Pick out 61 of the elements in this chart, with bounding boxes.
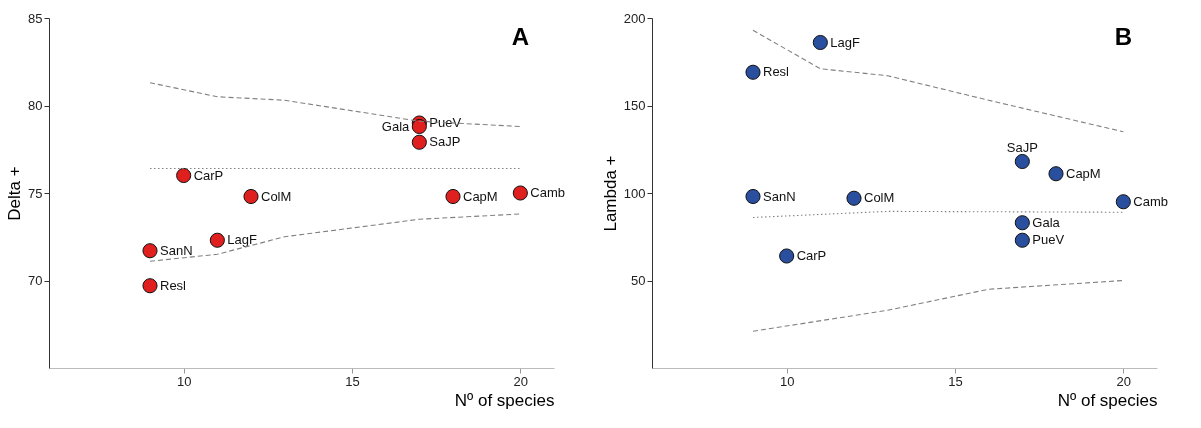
data-label: SaJP [429, 134, 461, 150]
data-label: CarP [796, 248, 827, 263]
data-label: ColM [261, 188, 292, 204]
point [745, 64, 761, 80]
x-tick-label: 15 [948, 373, 963, 389]
x-tick-label: 15 [345, 373, 360, 389]
point [142, 243, 158, 259]
x-axis-title: Nº of species [454, 390, 555, 410]
annotation: B [1114, 23, 1132, 50]
data-label: CapM [463, 188, 498, 204]
y-tick-label: 50 [631, 273, 646, 288]
y-tick-label: 70 [28, 273, 43, 288]
data-label: SanN [160, 242, 193, 258]
x-axis-title: Nº of species [1057, 390, 1158, 410]
point [779, 248, 795, 264]
data-label: Gala [1032, 214, 1061, 230]
data-label: LagF [227, 232, 258, 248]
data-label: LagF [830, 34, 861, 50]
data-label: Gala [381, 118, 411, 134]
point [512, 185, 528, 201]
data-label: Resl [160, 277, 187, 293]
point [176, 167, 192, 184]
y-axis-title: Delta + [5, 166, 25, 221]
line-series [752, 279, 1124, 332]
point [1014, 232, 1030, 248]
y-axis-title: Lambda + [600, 155, 620, 232]
y-tick-label: 150 [623, 98, 646, 113]
point [411, 134, 427, 150]
data-label: SaJP [1006, 139, 1038, 155]
data-label: CapM [1066, 165, 1101, 181]
x-tick-label: 20 [513, 373, 529, 389]
point [411, 118, 427, 135]
point [1115, 194, 1131, 210]
annotation: A [511, 23, 529, 50]
data-label: PueV [1032, 232, 1065, 248]
point [209, 232, 225, 248]
data-label: Resl [763, 64, 790, 80]
point [1014, 215, 1030, 231]
data-label: Camb [1133, 193, 1169, 209]
y-tick-label: 200 [623, 10, 646, 26]
point [445, 188, 461, 205]
data-label: CarP [193, 167, 224, 183]
data-label: Camb [530, 185, 566, 200]
y-tick-label: 80 [28, 98, 43, 113]
line-series [149, 213, 521, 262]
x-tick-label: 10 [779, 373, 795, 389]
point [846, 190, 862, 206]
point [142, 278, 158, 294]
point [812, 34, 828, 51]
y-tick-label: 85 [28, 10, 43, 26]
x-tick-label: 10 [176, 373, 192, 389]
data-label: SanN [763, 188, 796, 204]
point [243, 188, 259, 205]
data-label: ColM [864, 190, 895, 206]
y-tick-label: 100 [623, 185, 646, 201]
point [1048, 166, 1064, 182]
x-tick-label: 20 [1116, 373, 1132, 389]
point [1014, 153, 1030, 170]
point [745, 188, 761, 205]
data-label: PueV [429, 115, 462, 130]
y-tick-label: 75 [28, 185, 43, 201]
